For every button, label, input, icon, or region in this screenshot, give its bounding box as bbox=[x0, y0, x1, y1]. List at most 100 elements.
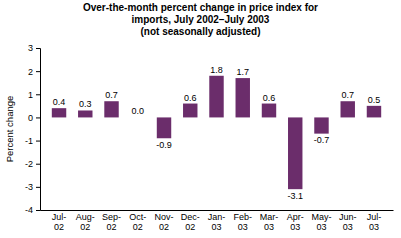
plot: -4-3-2-10123Jul-02Aug-02Sep-02Oct-02Nov-… bbox=[25, 43, 394, 232]
x-tick-label-line: Jun- bbox=[339, 212, 357, 222]
data-label: -0.9 bbox=[156, 140, 172, 150]
bar bbox=[288, 117, 302, 189]
x-tick: Sep-02 bbox=[102, 210, 121, 232]
x-tick: May-03 bbox=[311, 210, 331, 232]
x-tick-label: Aug-02 bbox=[76, 212, 95, 232]
bar bbox=[314, 117, 328, 133]
data-label: 0.6 bbox=[263, 93, 276, 103]
bar bbox=[367, 106, 381, 118]
bar bbox=[131, 117, 145, 118]
x-tick-label: May-03 bbox=[311, 212, 331, 232]
x-tick-label-line: 02 bbox=[107, 222, 117, 232]
x-tick: Jan-03 bbox=[208, 210, 226, 232]
y-tick: 2 bbox=[28, 67, 40, 77]
y-tick: -2 bbox=[25, 159, 40, 169]
bar bbox=[78, 110, 92, 117]
y-tick-label: 2 bbox=[28, 67, 33, 77]
x-tick-label-line: 03 bbox=[343, 222, 353, 232]
y-tick: 1 bbox=[28, 90, 40, 100]
bar bbox=[236, 78, 250, 117]
data-label: 0.7 bbox=[105, 90, 118, 100]
y-tick-mark bbox=[36, 117, 40, 118]
x-tick-label: Mar-03 bbox=[260, 212, 279, 232]
title-line: imports, July 2002–July 2003 bbox=[132, 14, 270, 25]
y-tick: 3 bbox=[28, 43, 40, 53]
x-tick: Aug-02 bbox=[76, 210, 95, 232]
data-label: -3.1 bbox=[287, 191, 303, 201]
y-tick-label: -4 bbox=[25, 205, 33, 215]
y-tick-mark bbox=[36, 48, 40, 49]
x-tick-label: Sep-02 bbox=[102, 212, 121, 232]
x-tick-label-line: Oct- bbox=[129, 212, 146, 222]
x-tick-label-line: Aug- bbox=[76, 212, 95, 222]
x-tick-label-line: 02 bbox=[133, 222, 143, 232]
data-label: 0.4 bbox=[53, 97, 66, 107]
y-tick: -1 bbox=[25, 136, 40, 146]
data-label: 0.0 bbox=[132, 106, 145, 116]
x-tick-label: Oct-02 bbox=[129, 212, 146, 232]
y-tick-mark bbox=[36, 164, 40, 165]
data-label: 1.8 bbox=[210, 65, 223, 75]
x-axis-line bbox=[41, 210, 394, 211]
data-label: 0.7 bbox=[341, 90, 354, 100]
data-label: 0.6 bbox=[184, 93, 197, 103]
x-tick-label-line: Mar- bbox=[260, 212, 279, 222]
y-tick-label: -3 bbox=[25, 182, 33, 192]
x-tick-label-line: 03 bbox=[264, 222, 274, 232]
x-tick-label-line: Jul- bbox=[52, 212, 67, 222]
bar bbox=[262, 104, 276, 118]
bar bbox=[52, 108, 66, 117]
y-tick: -3 bbox=[25, 182, 40, 192]
bars bbox=[52, 76, 381, 189]
title-line: Over-the-month percent change in price i… bbox=[83, 2, 318, 13]
x-tick-label-line: Dec- bbox=[181, 212, 200, 222]
y-tick-label: 1 bbox=[28, 90, 33, 100]
x-tick: Apr-03 bbox=[287, 210, 304, 232]
y-tick: -4 bbox=[25, 205, 40, 215]
x-tick: Jul-02 bbox=[52, 210, 67, 232]
chart: Over-the-month percent change in price i… bbox=[0, 0, 401, 238]
y-tick-label: 0 bbox=[28, 113, 33, 123]
x-tick-label-line: 02 bbox=[185, 222, 195, 232]
y-tick-label: 3 bbox=[28, 43, 33, 53]
x-tick-label-line: 03 bbox=[316, 222, 326, 232]
bar bbox=[157, 117, 171, 138]
x-tick-label-line: Jan- bbox=[208, 212, 226, 222]
x-tick: Nov-02 bbox=[155, 210, 174, 232]
x-tick-label-line: 02 bbox=[159, 222, 169, 232]
y-tick: 0 bbox=[28, 113, 40, 123]
y-axis-title: Percent change bbox=[4, 96, 15, 163]
x-tick-label-line: Jul- bbox=[367, 212, 382, 222]
x-tick-label-line: 02 bbox=[80, 222, 90, 232]
bar bbox=[209, 76, 223, 118]
data-label: 1.7 bbox=[236, 67, 249, 77]
data-label: 0.3 bbox=[79, 99, 92, 109]
x-tick: Mar-03 bbox=[260, 210, 279, 232]
y-tick-mark bbox=[36, 210, 40, 211]
x-tick-label-line: 03 bbox=[369, 222, 379, 232]
x-tick-label-line: 03 bbox=[290, 222, 300, 232]
x-tick-label-line: Nov- bbox=[155, 212, 174, 222]
x-tick-label: Dec-02 bbox=[181, 212, 200, 232]
bar bbox=[341, 101, 355, 117]
x-tick-label: Feb-03 bbox=[233, 212, 252, 232]
y-tick-label: -2 bbox=[25, 159, 33, 169]
x-tick: Dec-02 bbox=[181, 210, 200, 232]
y-axis: -4 -3 -2 -1 0 1 2 3 bbox=[25, 43, 41, 215]
x-tick-label-line: May- bbox=[311, 212, 331, 222]
data-labels: 0.40.30.70.0-0.90.61.81.70.6-3.1-0.70.70… bbox=[53, 65, 380, 201]
x-tick-label-line: 03 bbox=[238, 222, 248, 232]
x-tick: Jun-03 bbox=[339, 210, 357, 232]
x-tick-label-line: Feb- bbox=[233, 212, 252, 222]
x-tick-label-line: 03 bbox=[211, 222, 221, 232]
x-tick-label-line: Apr- bbox=[287, 212, 304, 222]
x-tick-label-line: Sep- bbox=[102, 212, 121, 222]
y-tick-mark bbox=[36, 141, 40, 142]
title: Over-the-month percent change in price i… bbox=[83, 2, 318, 37]
bar bbox=[104, 101, 118, 117]
x-tick: Jul-03 bbox=[367, 210, 382, 232]
title-line: (not seasonally adjusted) bbox=[140, 26, 260, 37]
x-tick-label-line: 02 bbox=[54, 222, 64, 232]
x-tick-label: Jan-03 bbox=[208, 212, 226, 232]
y-axis-line bbox=[36, 49, 41, 211]
